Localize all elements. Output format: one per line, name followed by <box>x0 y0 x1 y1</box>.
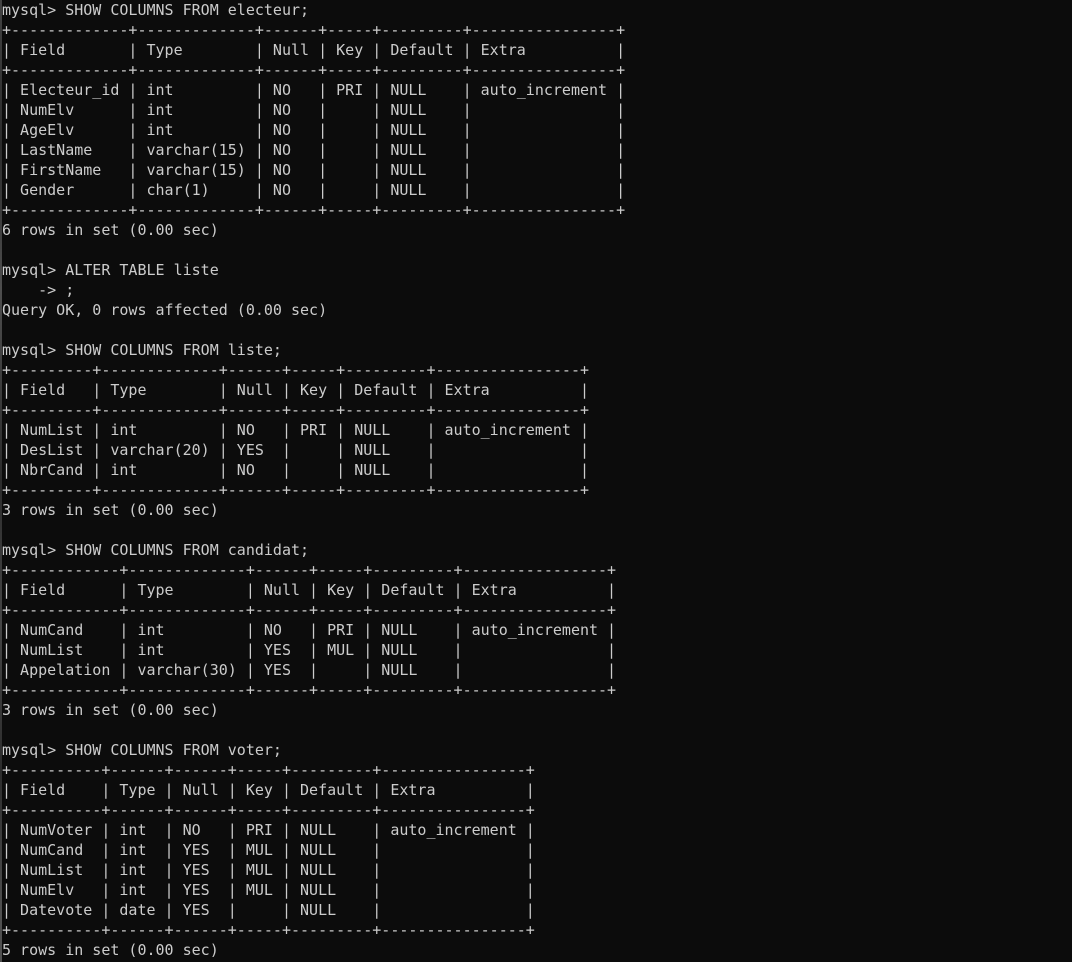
table-header-line: | Field | Type | Null | Key | Default | … <box>2 41 626 59</box>
table-border-line: +---------+-------------+------+-----+--… <box>2 361 589 379</box>
table-header-line: | Field | Type | Null | Key | Default | … <box>2 581 617 599</box>
table-row-line: | NumCand | int | YES | MUL | NULL | | <box>2 841 535 859</box>
table-row-line: | NumVoter | int | NO | PRI | NULL | aut… <box>2 821 535 839</box>
table-row-line: | NumList | int | YES | MUL | NULL | | <box>2 861 535 879</box>
table-border-line: +-------------+-------------+------+----… <box>2 61 626 79</box>
query-result-line: Query OK, 0 rows affected (0.00 sec) <box>2 301 328 319</box>
table-row-line: | FirstName | varchar(15) | NO | | NULL … <box>2 161 626 179</box>
table-row-line: | LastName | varchar(15) | NO | | NULL |… <box>2 141 626 159</box>
table-row-line: | Datevote | date | YES | | NULL | | <box>2 901 535 919</box>
mysql-command-line: mysql> SHOW COLUMNS FROM voter; <box>2 741 282 759</box>
table-border-line: +------------+-------------+------+-----… <box>2 561 617 579</box>
table-row-line: | Gender | char(1) | NO | | NULL | | <box>2 181 626 199</box>
table-border-line: +------------+-------------+------+-----… <box>2 681 617 699</box>
query-result-line: 3 rows in set (0.00 sec) <box>2 701 219 719</box>
table-row-line: | NumElv | int | YES | MUL | NULL | | <box>2 881 535 899</box>
table-row-line: | NumList | int | YES | MUL | NULL | | <box>2 641 617 659</box>
mysql-command-line: mysql> SHOW COLUMNS FROM electeur; <box>2 1 310 19</box>
mysql-command-line: mysql> ALTER TABLE liste <box>2 261 219 279</box>
window-left-edge <box>0 0 2 962</box>
table-border-line: +------------+-------------+------+-----… <box>2 601 617 619</box>
table-header-line: | Field | Type | Null | Key | Default | … <box>2 381 589 399</box>
table-row-line: | Appelation | varchar(30) | YES | | NUL… <box>2 661 617 679</box>
blank-line <box>2 240 1072 260</box>
table-header-line: | Field | Type | Null | Key | Default | … <box>2 781 535 799</box>
table-row-line: | NbrCand | int | NO | | NULL | | <box>2 461 589 479</box>
mysql-command-line: mysql> SHOW COLUMNS FROM candidat; <box>2 541 310 559</box>
table-border-line: +----------+------+------+-----+--------… <box>2 761 535 779</box>
table-row-line: | NumList | int | NO | PRI | NULL | auto… <box>2 421 589 439</box>
table-border-line: +---------+-------------+------+-----+--… <box>2 481 589 499</box>
table-row-line: | NumElv | int | NO | | NULL | | <box>2 101 626 119</box>
query-result-line: 3 rows in set (0.00 sec) <box>2 501 219 519</box>
table-border-line: +-------------+-------------+------+----… <box>2 201 626 219</box>
table-row-line: | AgeElv | int | NO | | NULL | | <box>2 121 626 139</box>
blank-line <box>2 520 1072 540</box>
table-border-line: +---------+-------------+------+-----+--… <box>2 401 589 419</box>
table-border-line: +-------------+-------------+------+----… <box>2 21 626 39</box>
blank-line <box>2 720 1072 740</box>
query-result-line: 6 rows in set (0.00 sec) <box>2 221 219 239</box>
table-row-line: | Electeur_id | int | NO | PRI | NULL | … <box>2 81 626 99</box>
table-row-line: | NumCand | int | NO | PRI | NULL | auto… <box>2 621 617 639</box>
mysql-command-line: mysql> SHOW COLUMNS FROM liste; <box>2 341 282 359</box>
mysql-continuation-line: -> ; <box>2 281 75 299</box>
blank-line <box>2 320 1072 340</box>
query-result-line: 5 rows in set (0.00 sec) <box>2 941 219 959</box>
table-border-line: +----------+------+------+-----+--------… <box>2 801 535 819</box>
table-row-line: | DesList | varchar(20) | YES | | NULL |… <box>2 441 589 459</box>
table-border-line: +----------+------+------+-----+--------… <box>2 921 535 939</box>
